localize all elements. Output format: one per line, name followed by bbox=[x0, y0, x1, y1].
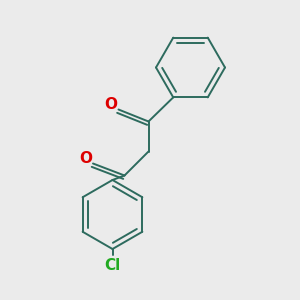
Text: O: O bbox=[104, 97, 118, 112]
Text: Cl: Cl bbox=[104, 258, 121, 273]
Text: O: O bbox=[79, 151, 92, 166]
